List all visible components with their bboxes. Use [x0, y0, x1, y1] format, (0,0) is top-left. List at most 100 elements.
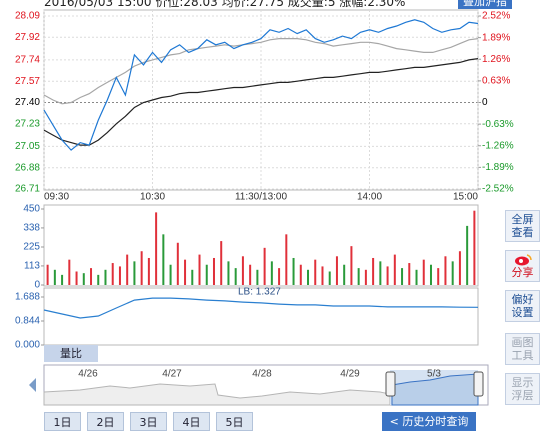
y-tick-label: 27.74: [15, 55, 40, 66]
volume-bar: [437, 268, 440, 285]
y-tick-label: 27.57: [15, 76, 40, 87]
side-button[interactable]: 显示浮层: [505, 373, 540, 405]
volume-bar: [458, 251, 461, 285]
volume-bar: [321, 266, 324, 285]
y-tick-label: 26.88: [15, 162, 40, 173]
side-button[interactable]: 偏好设置: [505, 290, 540, 322]
volume-bar: [386, 266, 389, 285]
data-line: [43, 297, 479, 319]
scroll-left[interactable]: [29, 378, 36, 392]
data-line: [43, 19, 479, 151]
side-label: 全屏查看: [511, 213, 534, 239]
volume-bar: [111, 263, 114, 285]
volume-bar: [241, 256, 244, 285]
volume-bar: [75, 271, 78, 285]
navigator-handle[interactable]: [473, 371, 484, 397]
volume-bar: [198, 254, 201, 285]
y2-tick-label: -0.63%: [482, 119, 514, 130]
volume-bar: [350, 246, 353, 285]
ratio-tab[interactable]: 量比: [44, 345, 98, 362]
y2-tick-label: -1.26%: [482, 140, 514, 151]
y2-tick-label: 1.26%: [482, 54, 510, 65]
x-tick-label: 10:30: [140, 192, 165, 203]
volume-bar: [68, 259, 71, 285]
volume-bar: [184, 259, 187, 285]
y-tick-label: 27.23: [15, 118, 40, 129]
volume-bar: [299, 264, 302, 285]
side-label: 偏好设置: [511, 293, 534, 319]
volume-bar: [270, 261, 273, 285]
x-tick-label: 14:00: [357, 192, 382, 203]
weibo-icon: [514, 253, 532, 265]
volume-bar: [212, 257, 215, 285]
volume-bar: [422, 259, 425, 285]
volume-bar: [328, 271, 331, 285]
overlay-button[interactable]: 叠加沪指: [458, 0, 512, 9]
volume-bar: [473, 210, 476, 285]
volume-bar: [451, 261, 454, 285]
volume-bar: [249, 264, 252, 285]
side-label: 画图工具: [511, 336, 534, 362]
volume-bar: [205, 264, 208, 285]
side-button[interactable]: 画图工具: [505, 333, 540, 365]
y-tick-label: 26.71: [15, 184, 40, 195]
volume-bar: [191, 269, 194, 285]
navigator-date: 4/26: [78, 369, 98, 380]
history-button[interactable]: < 历史分时查询: [382, 412, 476, 431]
volume-bar: [176, 242, 179, 285]
volume-bar: [220, 241, 223, 285]
volume-bar: [335, 256, 338, 285]
volume-bar: [155, 212, 158, 285]
volume-bar: [314, 259, 317, 285]
navigator-date: 5/3: [427, 369, 441, 380]
y-tick-label: 338: [23, 223, 40, 234]
day-button[interactable]: 3日: [130, 412, 167, 431]
volume-bar: [379, 261, 382, 285]
side-button[interactable]: 分享: [505, 250, 540, 282]
volume-bar: [162, 234, 165, 285]
y2-tick-label: 1.89%: [482, 32, 510, 43]
navigator-selected-area: [391, 373, 479, 406]
volume-bar: [126, 254, 129, 285]
day-button[interactable]: 2日: [87, 412, 124, 431]
side-label: 分享: [511, 265, 534, 279]
day-button[interactable]: 5日: [216, 412, 253, 431]
day-button[interactable]: 4日: [173, 412, 210, 431]
ratio-frame: [43, 287, 479, 346]
y-tick-label: 27.40: [15, 97, 40, 108]
volume-bar: [307, 269, 310, 285]
data-line: [43, 58, 479, 146]
navigator-handle[interactable]: [385, 371, 396, 397]
volume-bar: [169, 264, 172, 285]
y2-tick-label: -2.52%: [482, 184, 514, 195]
side-label: 显示浮层: [511, 376, 534, 402]
day-button[interactable]: 1日: [44, 412, 81, 431]
volume-bar: [61, 274, 64, 285]
volume-bar: [256, 269, 259, 285]
volume-bar: [147, 257, 150, 285]
volume-bar: [372, 257, 375, 285]
y2-tick-label: 2.52%: [482, 11, 510, 22]
y-tick-label: 28.09: [15, 11, 40, 22]
side-button[interactable]: 全屏查看: [505, 210, 540, 242]
navigator-date: 4/28: [252, 369, 272, 380]
y-tick-label: 0: [34, 280, 40, 291]
volume-bar: [393, 254, 396, 285]
navigator-date: 4/29: [340, 369, 360, 380]
volume-bar: [53, 269, 56, 285]
volume-bar: [234, 268, 237, 285]
volume-bar: [104, 269, 107, 285]
x-tick-label: 15:00: [453, 192, 478, 203]
volume-bar: [140, 251, 143, 285]
y2-tick-label: -1.89%: [482, 162, 514, 173]
volume-bar: [357, 268, 360, 285]
volume-bar: [408, 263, 411, 285]
volume-bar: [46, 264, 49, 285]
x-tick-label: 09:30: [44, 192, 69, 203]
y2-tick-label: 0: [482, 97, 488, 108]
y-tick-label: 27.05: [15, 141, 40, 152]
volume-bar: [415, 269, 418, 285]
y-tick-label: 0.000: [15, 340, 40, 351]
